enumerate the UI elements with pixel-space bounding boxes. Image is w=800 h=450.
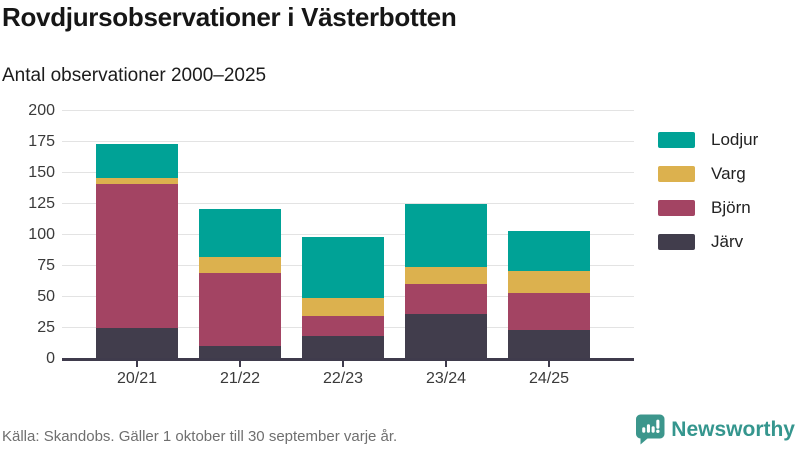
bar-20/21-Lodjur xyxy=(96,144,178,178)
x-axis-line xyxy=(62,357,634,361)
bar-20/21-Järv xyxy=(96,327,178,359)
bar-20/21-Björn xyxy=(96,183,178,328)
bar-24/25-Björn xyxy=(508,292,590,330)
x-axis-label-22/23: 22/23 xyxy=(322,369,364,387)
x-axis-label-24/25: 24/25 xyxy=(528,369,570,387)
bar-21/22-Lodjur xyxy=(199,208,281,257)
x-axis-label-23/24: 23/24 xyxy=(425,369,467,387)
legend-item-Järv: Järv xyxy=(658,232,758,252)
bar-23/24-Lodjur xyxy=(405,203,487,267)
y-axis-label-125: 125 xyxy=(28,194,55,212)
legend-swatch-Björn xyxy=(658,200,695,216)
y-axis-label-0: 0 xyxy=(46,349,55,367)
gridline-100 xyxy=(62,234,634,236)
gridline-150 xyxy=(62,172,634,174)
legend-swatch-Varg xyxy=(658,166,695,182)
x-axis-label-20/21: 20/21 xyxy=(116,369,158,387)
y-axis-label-150: 150 xyxy=(28,163,55,181)
bar-22/23-Järv xyxy=(302,336,384,359)
bar-22/23-Björn xyxy=(302,316,384,337)
legend-swatch-Lodjur xyxy=(658,132,695,148)
newsworthy-logo[interactable]: Newsworthy xyxy=(636,414,795,445)
x-axis-tick-21/22 xyxy=(239,360,241,367)
x-axis-label-21/22: 21/22 xyxy=(219,369,261,387)
legend-label-Järv: Järv xyxy=(711,232,744,251)
bar-23/24-Varg xyxy=(405,266,487,285)
source-note: Källa: Skandobs. Gäller 1 oktober till 3… xyxy=(2,428,398,445)
bar-21/22-Järv xyxy=(199,346,281,359)
legend-label-Björn: Björn xyxy=(711,198,751,217)
chart-subtitle: Antal observationer 2000–2025 xyxy=(2,65,267,86)
newsworthy-bubble-chart-icon xyxy=(636,414,665,445)
bar-21/22-Björn xyxy=(199,273,281,347)
y-axis-label-50: 50 xyxy=(37,287,55,305)
y-axis-label-200: 200 xyxy=(28,101,55,119)
x-axis-tick-24/25 xyxy=(548,360,550,367)
y-axis-label-25: 25 xyxy=(37,318,55,336)
gridline-175 xyxy=(62,141,634,143)
gridline-125 xyxy=(62,203,634,205)
y-axis-label-75: 75 xyxy=(37,256,55,274)
x-axis-tick-23/24 xyxy=(445,360,447,367)
bar-23/24-Björn xyxy=(405,284,487,314)
newsworthy-wordmark: Newsworthy xyxy=(671,417,795,441)
bar-22/23-Lodjur xyxy=(302,237,384,298)
legend-item-Lodjur: Lodjur xyxy=(658,130,758,150)
bar-24/25-Järv xyxy=(508,330,590,359)
legend-item-Björn: Björn xyxy=(658,198,758,218)
bar-24/25-Lodjur xyxy=(508,230,590,271)
legend-label-Lodjur: Lodjur xyxy=(711,130,759,149)
legend-item-Varg: Varg xyxy=(658,164,758,184)
chart-legend: Lodjur Varg Björn Järv xyxy=(658,130,758,266)
bar-20/21-Varg xyxy=(96,177,178,184)
x-axis-tick-22/23 xyxy=(342,360,344,367)
x-axis-tick-20/21 xyxy=(136,360,138,367)
bar-24/25-Varg xyxy=(508,270,590,293)
gridline-200 xyxy=(62,110,634,112)
bar-23/24-Järv xyxy=(405,313,487,359)
legend-swatch-Järv xyxy=(658,234,695,250)
bar-21/22-Varg xyxy=(199,256,281,273)
legend-label-Varg: Varg xyxy=(711,164,746,183)
page-title: Rovdjursobservationer i Västerbotten xyxy=(2,2,457,32)
y-axis-label-175: 175 xyxy=(28,132,55,150)
y-axis-label-100: 100 xyxy=(28,225,55,243)
bar-22/23-Varg xyxy=(302,297,384,317)
